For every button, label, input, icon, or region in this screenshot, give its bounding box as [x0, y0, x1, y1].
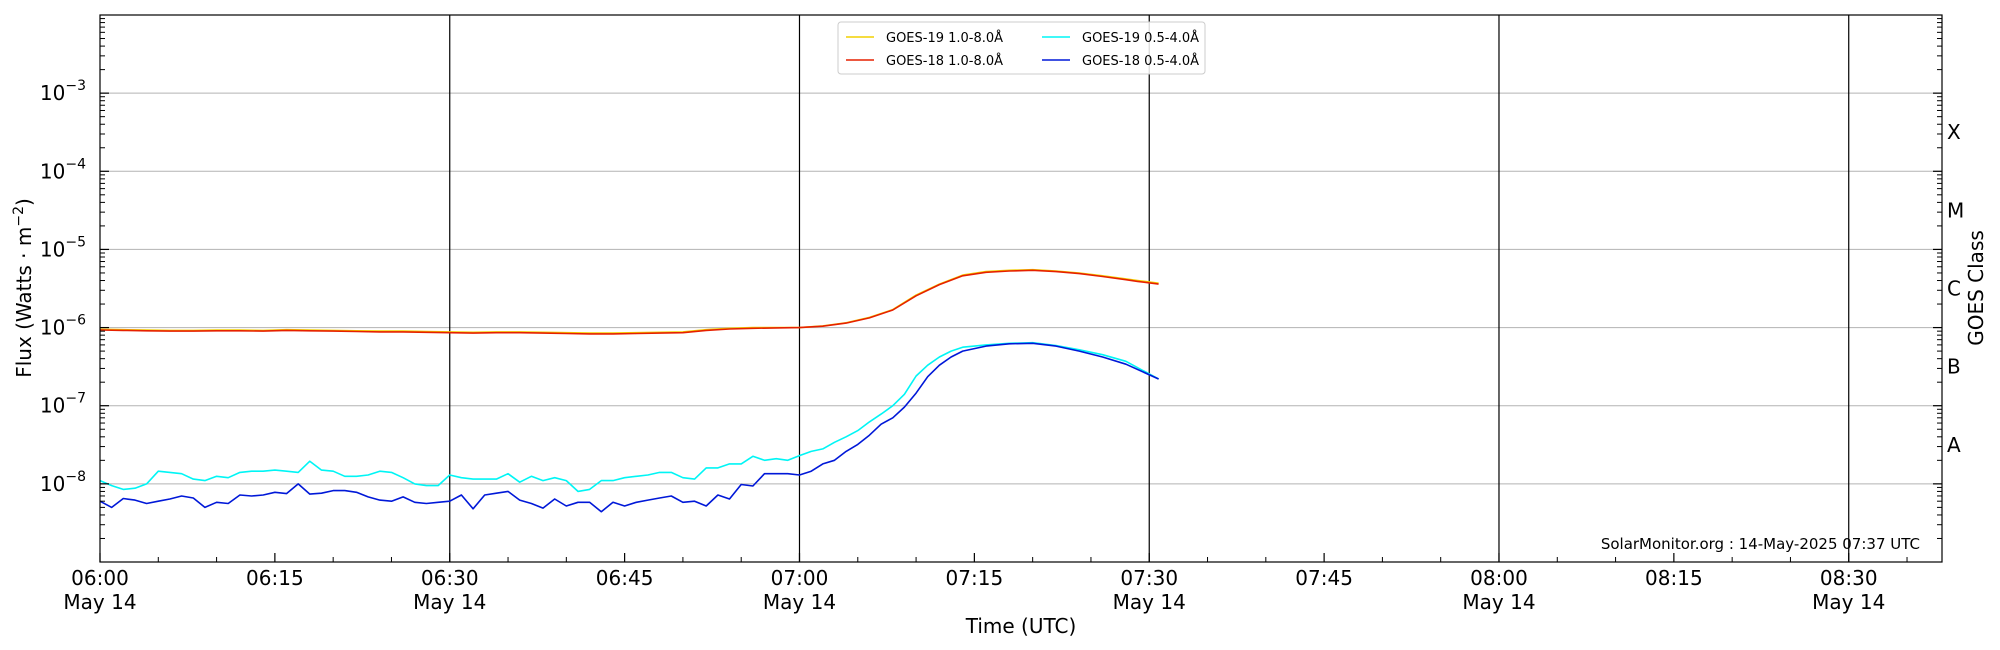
x-tick-time-label: 08:00 [1470, 566, 1528, 590]
goes-class-label: B [1947, 355, 1961, 379]
y-tick-label: 10−7 [40, 391, 86, 418]
x-axis-title: Time (UTC) [965, 614, 1077, 638]
series-line [99, 342, 1159, 513]
legend-label: GOES-19 0.5-4.0Å [1082, 30, 1199, 46]
y-tick-exponent: −7 [65, 391, 86, 407]
x-tick-date-label: May 14 [413, 590, 486, 614]
x-tick-date-label: May 14 [1812, 590, 1885, 614]
y-tick-base: 10 [40, 316, 65, 340]
series-line [99, 341, 1159, 493]
y-tick-label: 10−3 [40, 78, 86, 105]
x-tick-date-label: May 14 [1462, 590, 1535, 614]
goes-class-axis-title: GOES Class [1964, 230, 1988, 346]
y-axis-title-close: ) [12, 198, 36, 206]
y-tick-exponent: −3 [65, 78, 86, 94]
legend: GOES-19 1.0-8.0Å GOES-19 0.5-4.0Å GOES-18 … [837, 21, 1206, 75]
y-tick-exponent: −4 [65, 156, 86, 172]
credit-text: SolarMonitor.org : 14-May-2025 07:37 UTC [1601, 535, 1920, 553]
x-tick-time-label: 07:30 [1120, 566, 1178, 590]
x-tick-date-label: May 14 [1113, 590, 1186, 614]
x-tick-time-label: 06:45 [596, 566, 654, 590]
legend-label: GOES-19 1.0-8.0Å [886, 30, 1003, 46]
x-tick-time-label: 07:45 [1295, 566, 1353, 590]
y-tick-exponent: −6 [65, 313, 86, 329]
y-tick-exponent: −5 [65, 234, 86, 250]
x-tick-time-label: 07:00 [771, 566, 829, 590]
y-tick-label: 10−6 [40, 313, 86, 340]
x-tick-time-label: 06:30 [421, 566, 479, 590]
x-tick-date-label: May 14 [63, 590, 136, 614]
vertical-day-lines [449, 15, 1850, 562]
goes-class-label: M [1947, 198, 1964, 222]
x-tick-time-label: 08:30 [1820, 566, 1878, 590]
y-tick-label: 10−8 [40, 469, 86, 496]
y-tick-label: 10−4 [40, 156, 86, 183]
goes-class-label: A [1947, 433, 1961, 457]
x-tick-time-label: 07:15 [946, 566, 1004, 590]
y-axis-title-sup: −2 [11, 206, 27, 227]
x-tick-date-label: May 14 [763, 590, 836, 614]
plot-frame [99, 14, 1943, 563]
x-tick-time-label: 06:00 [71, 566, 129, 590]
series-line [99, 269, 1159, 335]
y-tick-exponent: −8 [65, 469, 86, 485]
grid-layer [100, 92, 1942, 485]
x-tick-time-label: 06:15 [246, 566, 304, 590]
y-tick-base: 10 [40, 394, 65, 418]
legend-box [837, 21, 1206, 75]
y-tick-label: 10−5 [40, 234, 86, 261]
y-tick-base: 10 [40, 237, 65, 261]
legend-label: GOES-18 1.0-8.0Å [886, 53, 1003, 69]
series-layer [99, 268, 1159, 513]
y-tick-base: 10 [40, 81, 65, 105]
y-axis-title: Flux (Watts · m−2) [11, 198, 36, 378]
goes-class-label: C [1947, 277, 1961, 301]
y-tick-base: 10 [40, 472, 65, 496]
series-line [99, 268, 1159, 334]
legend-label: GOES-18 0.5-4.0Å [1082, 53, 1199, 69]
goes-class-label: X [1947, 120, 1961, 144]
x-tick-time-label: 08:15 [1645, 566, 1703, 590]
y-tick-base: 10 [40, 159, 65, 183]
y-axis-title-main: Flux (Watts · m [12, 227, 36, 378]
